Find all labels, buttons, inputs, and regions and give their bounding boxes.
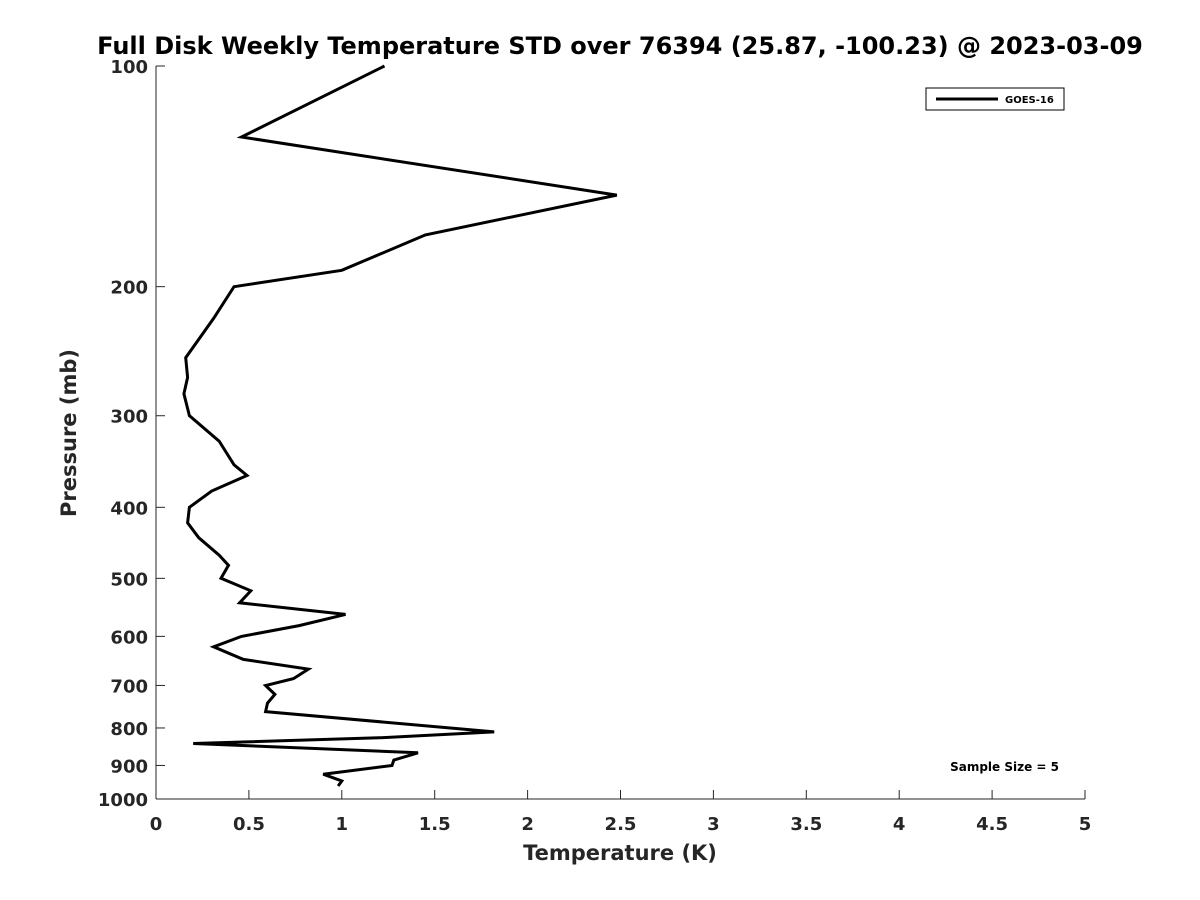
x-axis-label: Temperature (K) xyxy=(523,841,717,865)
x-tick-label: 0 xyxy=(150,814,163,835)
y-ticks: 100 200 300 400 500 600 700 800 900 1000 xyxy=(98,57,165,811)
x-tick-label: 0.5 xyxy=(233,814,265,835)
x-tick-label: 2.5 xyxy=(605,814,637,835)
y-tick-label: 200 xyxy=(110,278,148,299)
y-tick-label: 900 xyxy=(110,756,148,777)
y-tick-label: 700 xyxy=(110,676,148,697)
legend-label-goes-16: GOES-16 xyxy=(1005,95,1054,106)
axes xyxy=(155,66,1085,800)
x-ticks: 0 0.5 1 1.5 2 2.5 3 3.5 4 4.5 5 xyxy=(150,790,1092,835)
y-axis-label: Pressure (mb) xyxy=(57,349,81,517)
series-line-goes-16 xyxy=(182,64,618,787)
series-group xyxy=(182,64,618,787)
x-tick-label: 1 xyxy=(336,814,349,835)
x-tick-label: 3 xyxy=(707,814,720,835)
y-tick-label: 800 xyxy=(110,719,148,740)
sample-size-annotation: Sample Size = 5 xyxy=(950,760,1059,774)
y-tick-label: 300 xyxy=(110,407,148,428)
x-tick-label: 3.5 xyxy=(790,814,822,835)
y-tick-label: 600 xyxy=(110,627,148,648)
x-tick-label: 4 xyxy=(893,814,906,835)
chart-title: Full Disk Weekly Temperature STD over 76… xyxy=(97,32,1143,60)
y-tick-label: 400 xyxy=(110,498,148,519)
x-tick-label: 2 xyxy=(521,814,534,835)
x-tick-label: 5 xyxy=(1079,814,1092,835)
y-tick-label: 1000 xyxy=(98,790,148,811)
y-tick-label: 500 xyxy=(110,569,148,590)
x-tick-label: 4.5 xyxy=(976,814,1008,835)
y-tick-label: 100 xyxy=(110,57,148,78)
legend: GOES-16 xyxy=(925,87,1065,111)
x-tick-label: 1.5 xyxy=(419,814,451,835)
